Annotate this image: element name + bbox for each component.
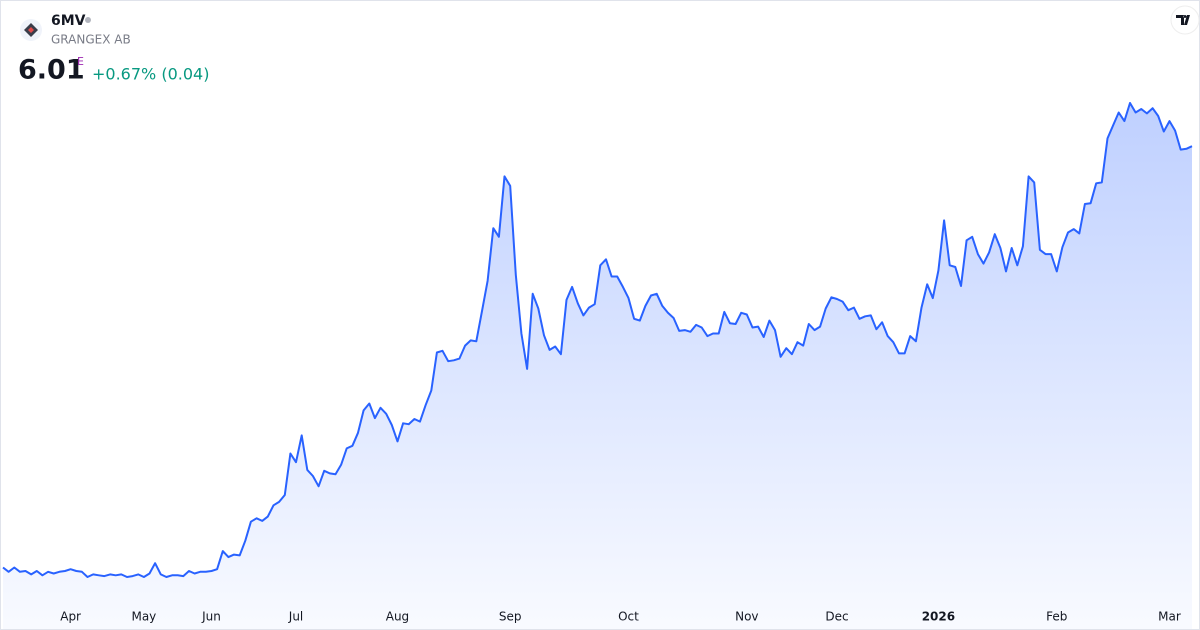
price-line [2, 102, 1193, 578]
tv-logo [1170, 5, 1200, 35]
x-tick-label: 2026 [922, 610, 955, 624]
status-dot [85, 17, 91, 23]
price-flag: E [77, 55, 84, 68]
x-tick-label: Sep [499, 610, 522, 624]
x-tick-label: Oct [618, 610, 639, 624]
x-tick-label: Jul [288, 610, 303, 624]
x-tick-label: Apr [60, 610, 81, 624]
x-tick-label: Dec [825, 610, 848, 624]
x-tick-label: Feb [1046, 610, 1067, 624]
x-tick-label: Mar [1158, 610, 1181, 624]
x-tick-label: May [131, 610, 156, 624]
x-tick-label: Nov [735, 610, 758, 624]
price: 6.01 [18, 55, 85, 86]
area-fill [3, 103, 1192, 629]
x-tick-label: Aug [386, 610, 409, 624]
price-change: +0.67% (0.04) [92, 65, 209, 84]
symbol: 6MV [51, 13, 86, 29]
company-name: GRANGEX AB [51, 33, 131, 47]
logo [20, 19, 42, 41]
x-tick-label: Jun [201, 610, 221, 624]
